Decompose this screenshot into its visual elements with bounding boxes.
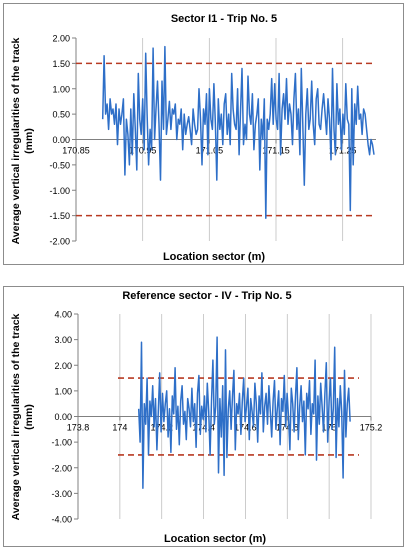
x-axis-title: Location sector (m): [163, 251, 265, 263]
series-line: [137, 336, 351, 490]
chart-title: Reference sector - IV - Trip No. 5: [122, 290, 291, 302]
y-tick-label: -2.00: [51, 463, 72, 473]
x-tick-label: 175.2: [360, 423, 383, 433]
bottom-chart: Reference sector - IV - Trip No. 5 4.00 3.…: [10, 290, 383, 545]
bottom-chart-panel: Reference sector - IV - Trip No. 5 4.00 3.…: [3, 286, 404, 547]
y-axis-title: Average vertical irregularities of the t…: [10, 37, 22, 244]
y-tick-label: -1.00: [51, 438, 72, 448]
series-line: [101, 45, 375, 219]
y-tick-label: -1.00: [49, 186, 70, 196]
y-tick-label: -0.50: [49, 160, 70, 170]
x-tick-label: 175: [322, 423, 337, 433]
x-axis-title: Location sector (m): [164, 533, 266, 545]
x-tick-label: 170.85: [62, 146, 90, 156]
top-chart: Sector I1 - Trip No. 5 2.00 1.50 1.00 0.50 0.…: [10, 13, 376, 263]
x-tick-label: 171.15: [262, 146, 290, 156]
y-axis-title-unit: (mm): [23, 128, 35, 154]
x-tick-label: 174.4: [192, 423, 215, 433]
y-tick-label: 2.00: [52, 34, 70, 44]
y-tick-label: 3.00: [54, 335, 72, 345]
y-tick-label: -3.00: [51, 489, 72, 499]
y-tick-label: 2.00: [54, 361, 72, 371]
y-tick-label: 0.00: [54, 412, 72, 422]
y-tick-label: 1.00: [54, 386, 72, 396]
y-tick-label: 4.00: [54, 310, 72, 320]
top-chart-panel: Sector I1 - Trip No. 5 2.00 1.50 1.00 0.50 0.…: [3, 3, 404, 265]
y-axis-title-unit: (mm): [23, 404, 35, 430]
chart-title: Sector I1 - Trip No. 5: [171, 13, 277, 25]
y-tick-label: -2.00: [49, 237, 70, 247]
x-tick-label: 174.6: [234, 423, 257, 433]
x-tick-label: 174: [112, 423, 127, 433]
y-tick-label: 0.00: [52, 135, 70, 145]
y-axis-title: Average vertical irregularities of the t…: [10, 313, 22, 520]
y-tick-label: -1.50: [49, 211, 70, 221]
x-tick-label: 170.95: [129, 146, 157, 156]
x-tick-label: 171.25: [329, 146, 357, 156]
x-tick-label: 174.8: [276, 423, 299, 433]
y-tick-label: -4.00: [51, 515, 72, 525]
y-tick-label: 1.50: [52, 59, 70, 69]
y-tick-label: 1.00: [52, 84, 70, 94]
x-tick-label: 171.05: [196, 146, 224, 156]
y-tick-label: 0.50: [52, 110, 70, 120]
x-tick-label: 173.8: [67, 423, 90, 433]
